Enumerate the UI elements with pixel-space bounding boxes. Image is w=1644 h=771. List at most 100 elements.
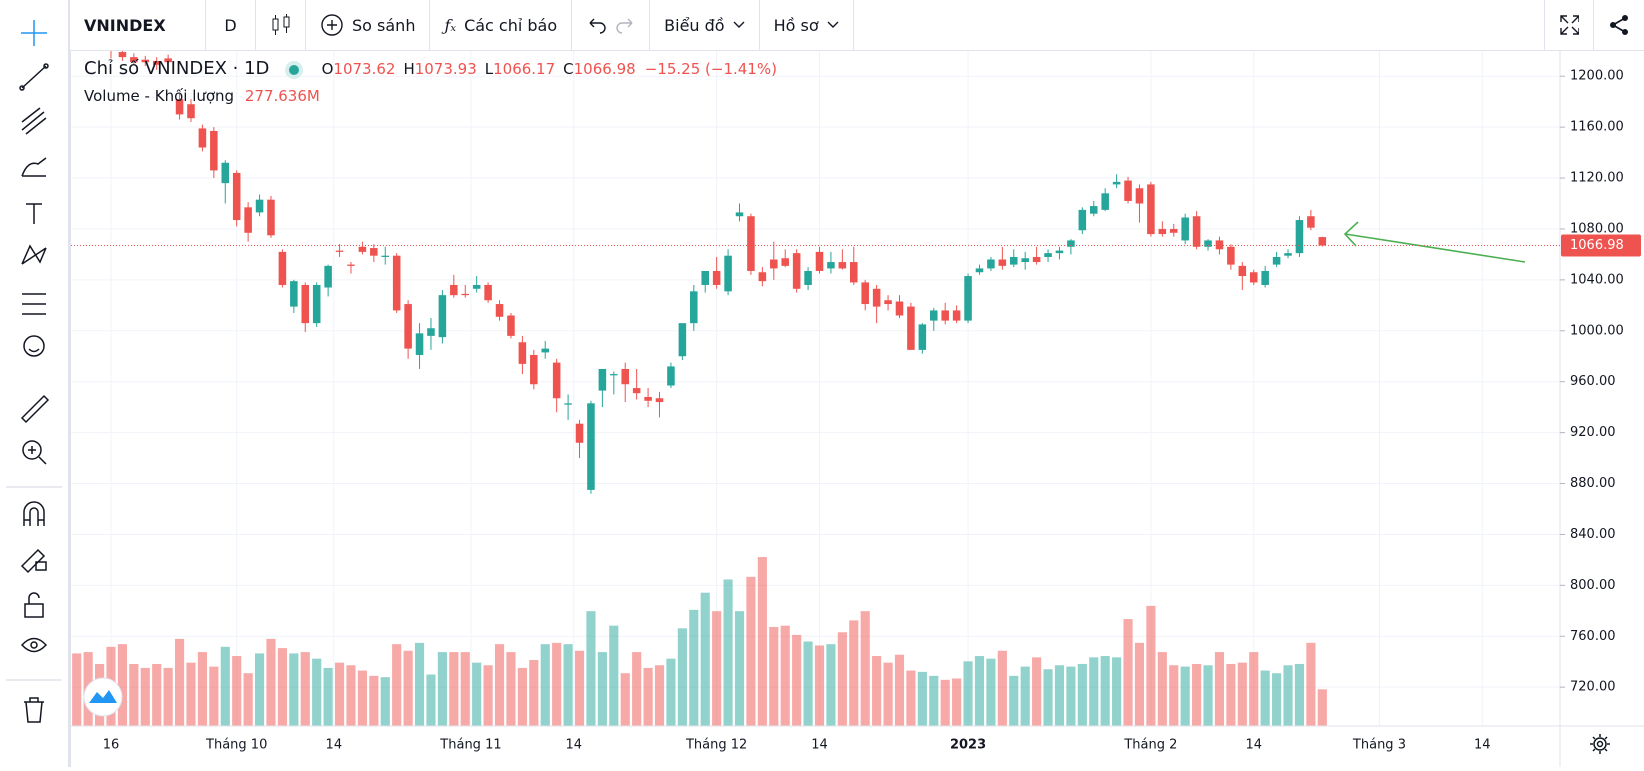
volume-bar (540, 644, 550, 726)
volume-bar (380, 677, 390, 726)
fullscreen-button[interactable] (1544, 0, 1594, 50)
candle-body (838, 262, 847, 269)
indicators-button[interactable]: ƒₓ Các chỉ báo (430, 0, 573, 50)
candle-body (232, 172, 241, 221)
change: −15.25 (−1.41%) (644, 60, 777, 78)
volume-bar (254, 653, 265, 726)
candle-body (724, 255, 732, 292)
trendline-tool[interactable] (19, 63, 49, 91)
ruler-tool[interactable] (20, 394, 50, 424)
volume-bar (152, 663, 162, 726)
volume-bar (1134, 642, 1145, 726)
volume-bar (289, 653, 299, 726)
ohlc-key: L (484, 60, 494, 78)
candle-icon (272, 14, 290, 35)
candle-body (918, 324, 927, 350)
candle-body (987, 259, 995, 269)
chart-menu[interactable]: Biểu đồ (650, 0, 760, 50)
volume-bar (129, 663, 139, 726)
hide-tool[interactable] (20, 637, 48, 653)
volume-bar (494, 644, 505, 726)
candle-body (712, 270, 721, 285)
volume-bar (334, 662, 345, 726)
volume-bar (757, 557, 767, 726)
ohlc-value: 1073.93 (414, 60, 477, 78)
candle-body (324, 265, 332, 288)
y-tick-label: 1000.00 (1570, 323, 1624, 338)
candle-body (770, 259, 778, 269)
volume-bar (1112, 657, 1122, 726)
volume-bar (243, 673, 253, 726)
status-dot (284, 60, 303, 79)
volume-bar (712, 611, 722, 726)
volume-bar (1032, 657, 1042, 726)
volume-bar (1317, 689, 1327, 726)
candle-body (735, 212, 744, 217)
settings-icon[interactable] (1590, 734, 1610, 754)
logo[interactable] (83, 677, 123, 717)
fib-tool[interactable] (21, 107, 47, 135)
volume-bar (952, 678, 962, 726)
pattern-tool[interactable] (21, 244, 47, 265)
ohlc-values: O1073.62 H1073.93 L1066.17 C1066.98 (322, 60, 636, 78)
crosshair-tool[interactable] (21, 20, 47, 46)
lock-tool[interactable] (24, 592, 44, 618)
volume-bar (792, 634, 802, 726)
emoji-tool[interactable] (23, 335, 45, 357)
candle-body (461, 293, 470, 296)
candle-body (678, 323, 687, 357)
volume-bar (906, 670, 916, 726)
symbol-search[interactable]: VNINDEX (70, 0, 206, 50)
volume-bar (723, 579, 733, 726)
candle-body (610, 374, 618, 376)
volume-bar (1169, 665, 1179, 726)
candle-body (587, 403, 595, 490)
volume-title: Volume - Khối lượng (84, 87, 235, 105)
volume-bar (1100, 656, 1110, 726)
candle-body (1078, 209, 1087, 231)
candle-body (781, 258, 789, 266)
brush-tool[interactable] (21, 157, 47, 177)
candle-body (1215, 240, 1224, 250)
volume-bar (369, 675, 379, 726)
candle-body (1169, 228, 1178, 233)
volume-bar (609, 625, 619, 726)
text-tool[interactable] (26, 203, 42, 224)
prediction-tool[interactable] (22, 293, 46, 315)
compare-button[interactable]: So sánh (306, 0, 431, 50)
lock-draw-tool[interactable] (20, 548, 47, 574)
candle-body (952, 310, 961, 321)
volume-bar (837, 632, 847, 726)
delete-tool[interactable] (24, 697, 44, 723)
interval[interactable]: D (206, 0, 256, 50)
share-button[interactable] (1594, 0, 1644, 50)
profile-menu-text: Hồ sơ (773, 15, 819, 35)
volume-bar (586, 611, 596, 726)
volume-bar (1294, 663, 1305, 726)
candle-body (381, 255, 390, 257)
volume-bar (1203, 665, 1213, 726)
undo-redo[interactable] (572, 0, 651, 50)
chevron (733, 21, 745, 28)
y-tick-label: 800.00 (1570, 578, 1616, 593)
volume-bar (1192, 663, 1202, 726)
zoom-tool[interactable] (22, 440, 47, 465)
profile-menu[interactable]: Hồ sơ (760, 0, 854, 50)
candle-body (541, 348, 550, 353)
chart-style[interactable] (256, 0, 306, 50)
candle-body (655, 398, 664, 403)
volume-bar (357, 670, 367, 726)
volume-bar (620, 673, 630, 726)
candle-body (1307, 216, 1315, 228)
candle-body (370, 248, 378, 256)
y-tick-label: 1160.00 (1570, 120, 1624, 135)
candle-body (690, 291, 698, 324)
candle-body (1009, 256, 1018, 265)
magnet-tool[interactable] (23, 501, 45, 526)
candle-body (1295, 220, 1304, 254)
y-tick-label: 1040.00 (1570, 272, 1624, 287)
candle-body (198, 128, 207, 148)
volume-bar (437, 652, 447, 726)
volume-bar (232, 656, 242, 726)
